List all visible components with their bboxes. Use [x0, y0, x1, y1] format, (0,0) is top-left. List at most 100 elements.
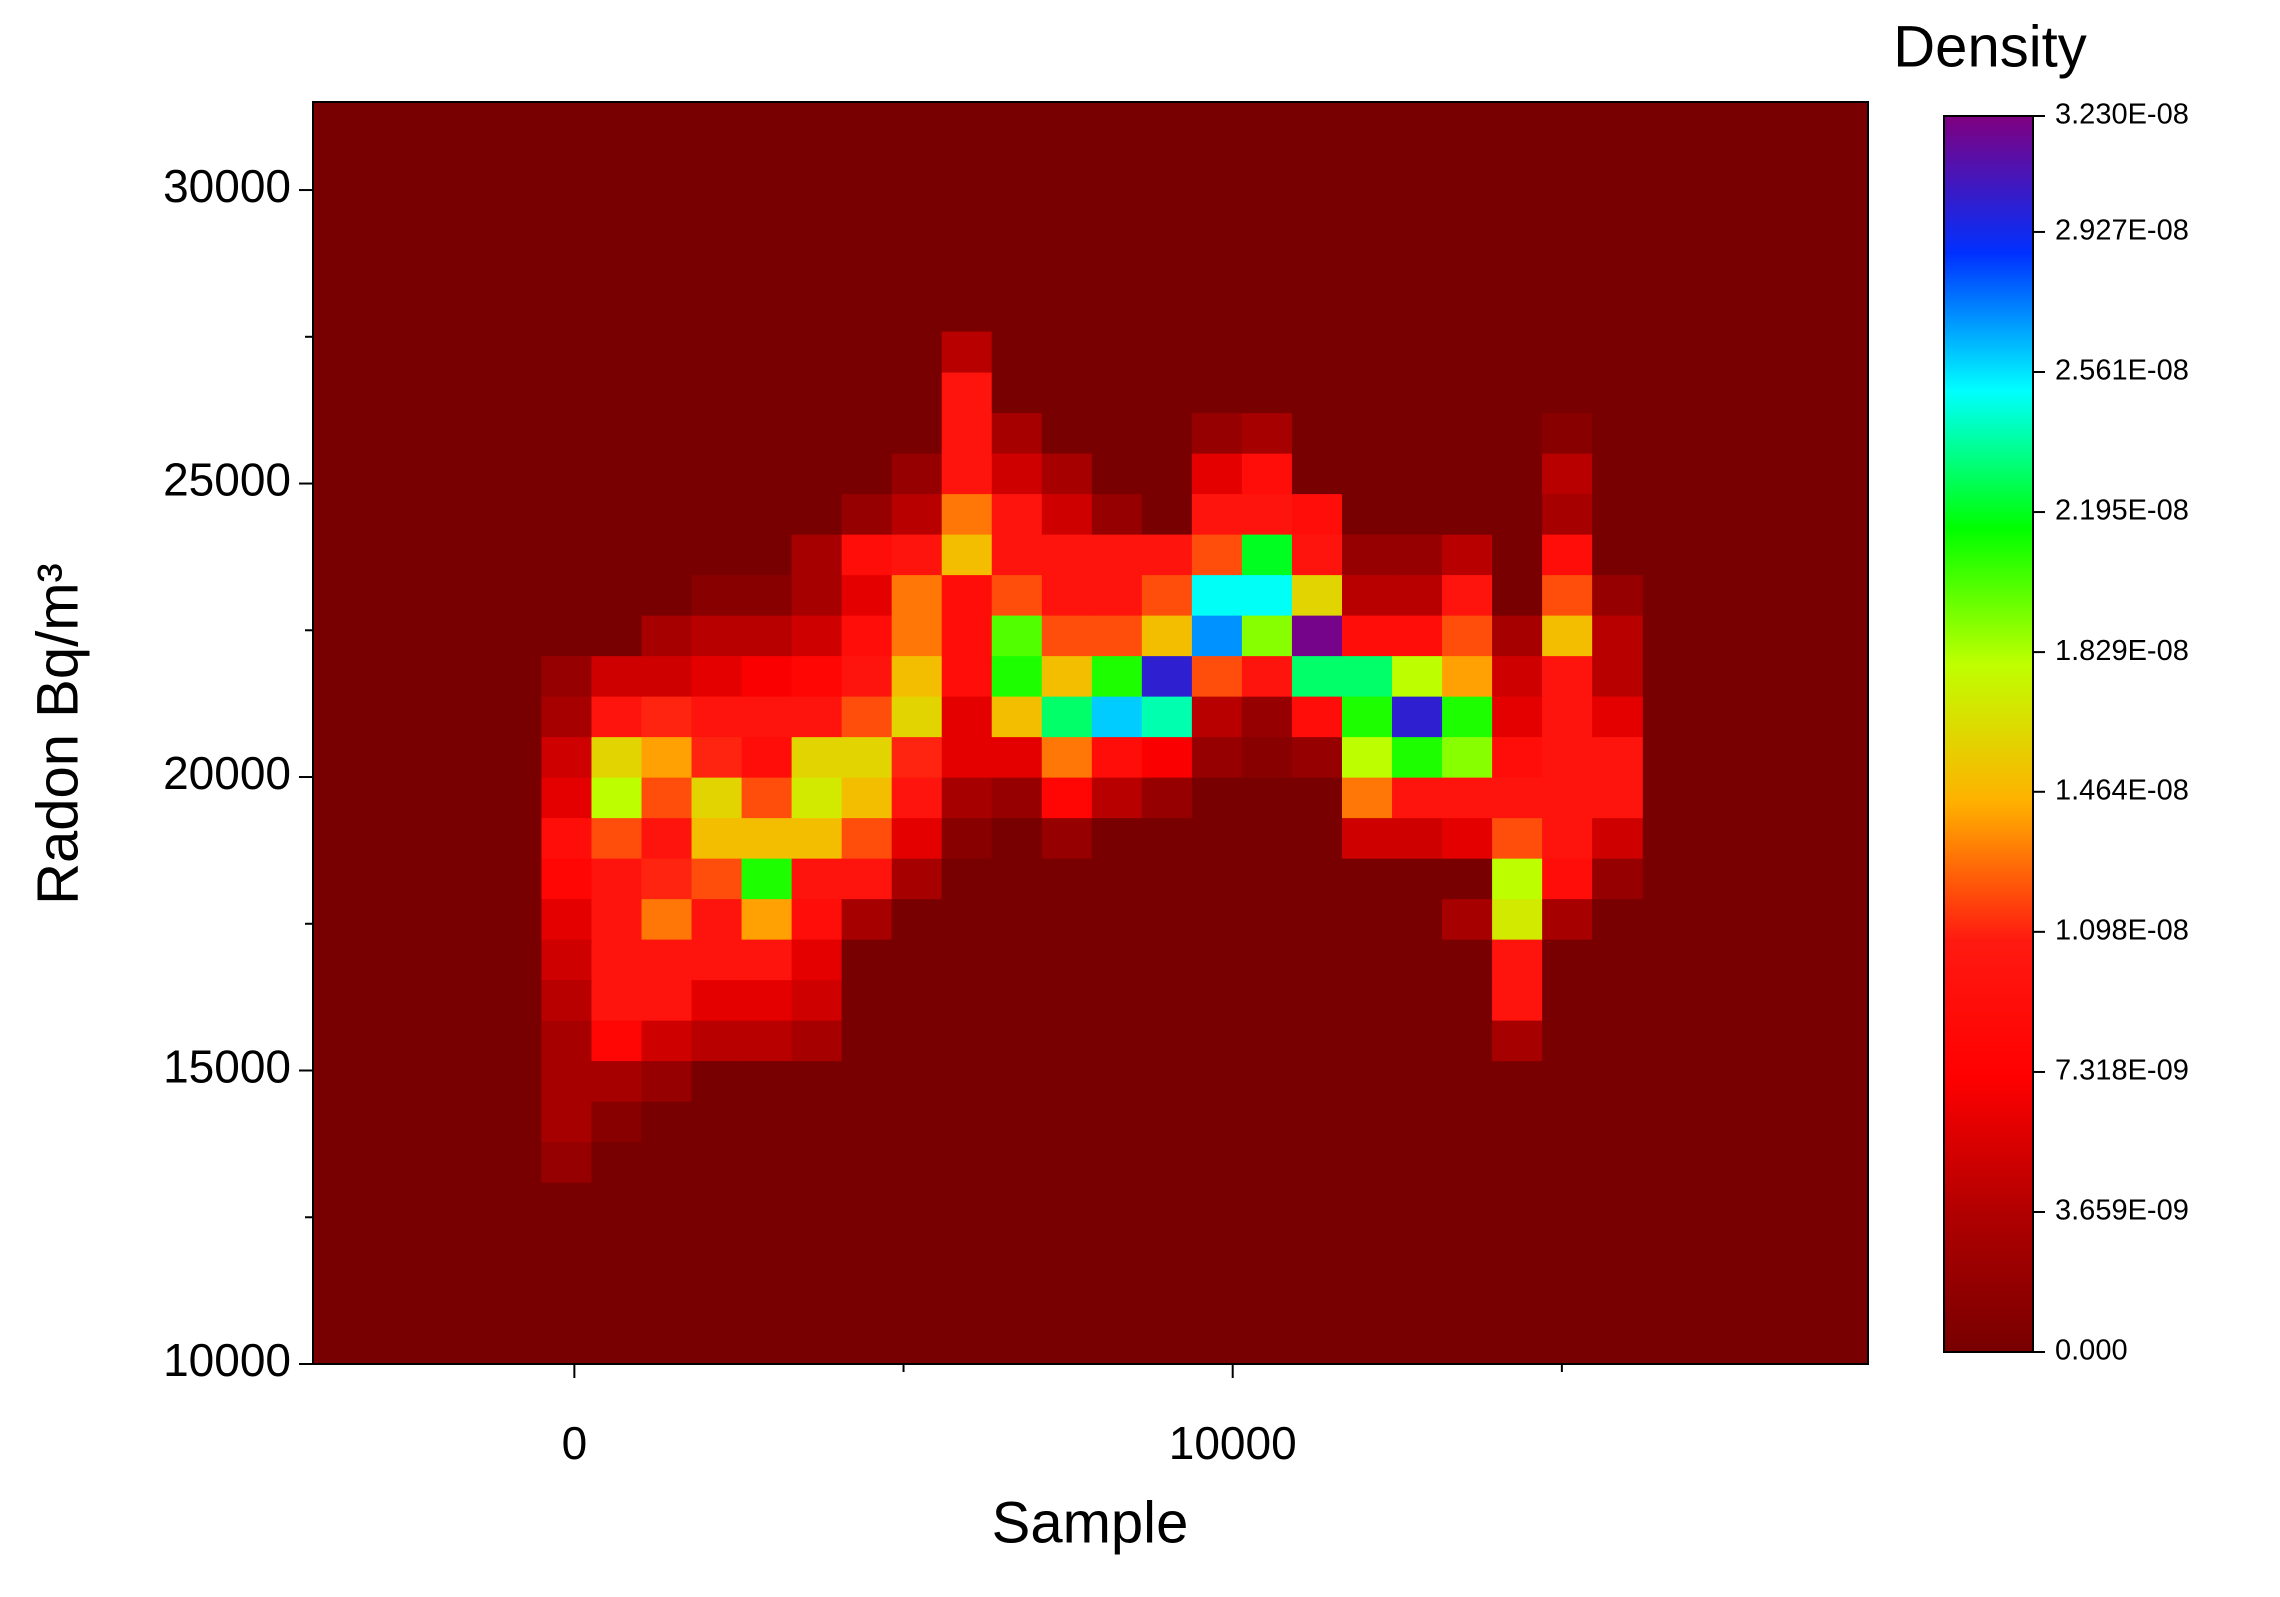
heatmap-cell — [741, 736, 793, 778]
heatmap-cell — [1191, 858, 1243, 900]
heatmap-cell — [1291, 534, 1343, 576]
heatmap-cell — [1291, 736, 1343, 778]
heatmap-cell — [1191, 1020, 1243, 1062]
heatmap-cell — [1492, 493, 1543, 535]
heatmap-cell — [841, 1060, 893, 1102]
heatmap-cell — [1592, 898, 1643, 940]
heatmap-cell — [541, 979, 593, 1021]
heatmap-cell — [1241, 453, 1293, 495]
heatmap-cell — [1091, 412, 1143, 454]
heatmap-cell — [1141, 331, 1193, 373]
heatmap-cell — [1291, 979, 1343, 1021]
colorbar-tick-label: 0.000 — [2055, 1335, 2128, 1367]
heatmap-cell — [591, 493, 643, 535]
heatmap-cell — [1392, 898, 1443, 940]
y-tick-label: 10000 — [163, 1334, 291, 1386]
heatmap-cell — [941, 1141, 993, 1183]
heatmap-cell — [641, 655, 693, 697]
heatmap-cell — [841, 1141, 893, 1183]
heatmap-cell — [1442, 453, 1493, 495]
heatmap-cell — [541, 1020, 593, 1062]
heatmap-cell — [591, 736, 643, 778]
heatmap-cell — [691, 1020, 743, 1062]
heatmap-cell — [591, 1101, 643, 1143]
heatmap-cell — [741, 574, 793, 616]
heatmap-cell — [1592, 736, 1643, 778]
heatmap-cell — [591, 1060, 643, 1102]
heatmap-cell — [1191, 453, 1243, 495]
heatmap-cell — [1392, 574, 1443, 616]
heatmap-cell — [1191, 615, 1243, 657]
heatmap-cell — [841, 574, 893, 616]
heatmap-cell — [591, 615, 643, 657]
heatmap-cell — [1291, 1060, 1343, 1102]
heatmap-cell — [1041, 615, 1093, 657]
heatmap-cell — [741, 493, 793, 535]
heatmap-cell — [1291, 493, 1343, 535]
heatmap-cell — [1291, 1141, 1343, 1183]
heatmap-cell — [1592, 939, 1643, 981]
heatmap-cell — [591, 939, 643, 981]
heatmap-cell — [991, 615, 1043, 657]
heatmap-cell — [641, 412, 693, 454]
heatmap-cell — [591, 574, 643, 616]
heatmap-cell — [1141, 453, 1193, 495]
heatmap-cell — [1241, 615, 1293, 657]
heatmap-cell — [1041, 1101, 1093, 1143]
heatmap-cell — [991, 817, 1043, 859]
heatmap-cell — [791, 736, 843, 778]
heatmap-cell — [1191, 372, 1243, 414]
heatmap-cell — [1091, 777, 1143, 819]
heatmap-cell — [1592, 412, 1643, 454]
heatmap-cell — [1442, 979, 1493, 1021]
heatmap-cell — [1442, 1020, 1493, 1062]
heatmap-cell — [641, 574, 693, 616]
heatmap-cell — [541, 574, 593, 616]
heatmap-cell — [941, 939, 993, 981]
heatmap-cell — [1091, 1141, 1143, 1183]
heatmap-cell — [1542, 1101, 1593, 1143]
heatmap-cell — [1191, 493, 1243, 535]
heatmap-cell — [841, 534, 893, 576]
heatmap-cell — [941, 777, 993, 819]
heatmap-cell — [991, 1060, 1043, 1102]
heatmap-cell — [1592, 372, 1643, 414]
heatmap-cell — [941, 534, 993, 576]
heatmap-cell — [641, 331, 693, 373]
heatmap-cell — [991, 453, 1043, 495]
heatmap-cell — [1392, 412, 1443, 454]
heatmap-cell — [691, 736, 743, 778]
heatmap-cell — [1241, 372, 1293, 414]
colorbar-tick-label: 1.464E-08 — [2055, 774, 2189, 806]
heatmap-cell — [691, 331, 743, 373]
heatmap-cell — [1191, 534, 1243, 576]
heatmap-cell — [841, 979, 893, 1021]
heatmap-cell — [1041, 777, 1093, 819]
heatmap-cell — [791, 1060, 843, 1102]
heatmap-cell — [741, 412, 793, 454]
heatmap-cell — [1041, 1020, 1093, 1062]
heatmap-cell — [741, 331, 793, 373]
heatmap-cell — [1492, 1101, 1543, 1143]
heatmap-cell — [641, 1101, 693, 1143]
heatmap-cell — [1241, 1020, 1293, 1062]
heatmap-cell — [591, 979, 643, 1021]
heatmap-cell — [1091, 858, 1143, 900]
heatmap-cell — [1341, 412, 1393, 454]
heatmap-cell — [1492, 372, 1543, 414]
heatmap-cell — [1542, 777, 1593, 819]
heatmap-cell — [1442, 574, 1493, 616]
heatmap-cell — [1191, 736, 1243, 778]
heatmap-cell — [1091, 979, 1143, 1021]
heatmap-cell — [841, 1101, 893, 1143]
heatmap-cell — [1191, 655, 1243, 697]
heatmap-cell — [1091, 493, 1143, 535]
heatmap-cell — [791, 453, 843, 495]
heatmap-cell — [1091, 331, 1143, 373]
heatmap-cell — [1141, 1060, 1193, 1102]
heatmap-cell — [741, 858, 793, 900]
heatmap-cell — [1592, 858, 1643, 900]
heatmap-cell — [1241, 979, 1293, 1021]
heatmap-cell — [991, 777, 1043, 819]
heatmap-cell — [1341, 655, 1393, 697]
